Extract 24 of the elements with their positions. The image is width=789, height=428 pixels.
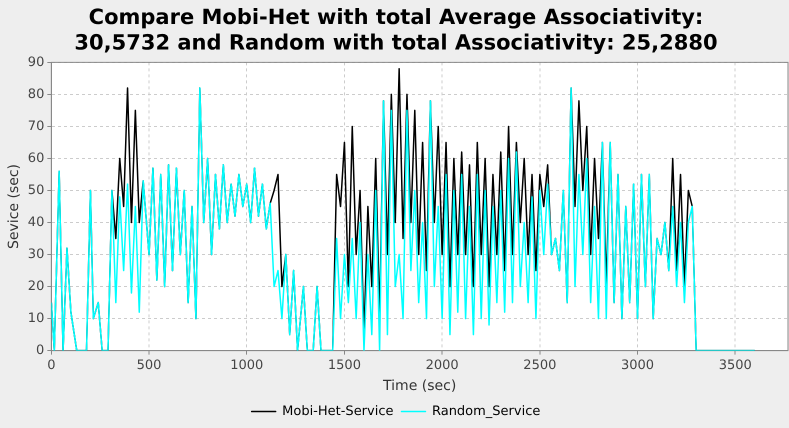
y-tick-label: 10: [28, 310, 44, 326]
y-tick-label: 50: [28, 182, 44, 198]
text: 30,5732 and Random with total Associativity: 25,2880: [74, 30, 718, 54]
x-tick-label: 3000: [620, 358, 654, 373]
y-tick-label: 80: [28, 86, 44, 102]
y-tick-label: 60: [28, 150, 44, 166]
y-tick-label: 20: [28, 278, 44, 294]
y-tick-label: 90: [28, 54, 44, 70]
x-tick-label: 1500: [328, 358, 361, 373]
x-tick-label: 1000: [230, 358, 264, 373]
x-tick-label: 2500: [523, 358, 556, 373]
y-tick-label: 0: [36, 342, 44, 358]
y-axis-title: Sevice (sec): [6, 164, 22, 249]
text: Compare Mobi-Het with total Average Associativity:: [88, 5, 704, 30]
x-tick-label: 0: [47, 358, 56, 373]
y-tick-label: 30: [28, 246, 44, 262]
x-tick-label: 500: [136, 358, 162, 373]
x-tick-label: 3500: [718, 358, 752, 373]
x-axis-title: Time (sec): [382, 378, 456, 394]
legend-label: Mobi-Het-Service: [282, 404, 394, 419]
y-tick-label: 40: [28, 214, 44, 230]
x-tick-label: 2000: [426, 358, 459, 373]
legend-label: Random_Service: [432, 404, 540, 419]
y-tick-label: 70: [28, 118, 44, 134]
